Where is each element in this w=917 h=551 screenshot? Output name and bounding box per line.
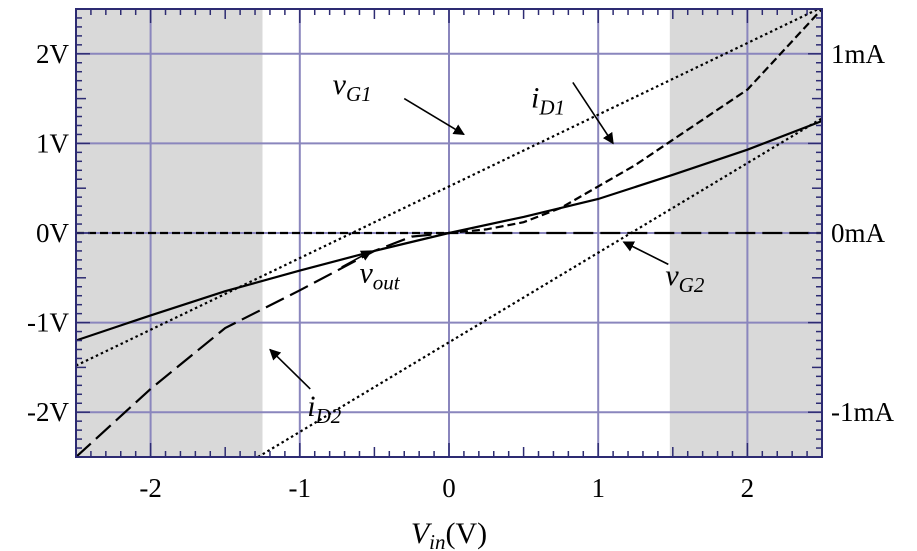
series-group <box>76 9 822 457</box>
annotation-arrow-iD1 <box>572 82 614 145</box>
y-tick-label-right: 0mA <box>831 218 886 248</box>
annotation-arrow-vG2 <box>622 241 669 266</box>
series-line-iD2 <box>76 231 822 457</box>
x-tick-label: 1 <box>591 473 605 503</box>
x-tick-label: -1 <box>289 473 312 503</box>
series-label-main: i <box>307 390 315 423</box>
x-tick-label: 0 <box>442 473 456 503</box>
x-axis-label-sub: in <box>429 530 445 551</box>
y-tick-label-right: -1mA <box>831 397 894 427</box>
series-label-main: v <box>665 259 679 292</box>
series-label-sub: D2 <box>315 404 342 428</box>
series-label-sub: G1 <box>346 82 372 106</box>
series-label-sub: D1 <box>538 96 565 120</box>
tick-labels: -2 -1 0 1 2 2V 1V 0V -1V -2V 1mA 0mA -1mA <box>27 39 894 503</box>
y-tick-label-right: 1mA <box>831 39 886 69</box>
series-label-sub: out <box>373 270 401 294</box>
series-label-iD1: iD1 <box>531 82 565 120</box>
x-tick-label: -2 <box>139 473 162 503</box>
series-label-main: v <box>333 68 347 101</box>
series-line-iD1 <box>76 9 822 235</box>
series-label-main: v <box>359 256 373 289</box>
series-label-sub: G2 <box>679 273 705 297</box>
x-axis-label: Vin(V) <box>411 517 487 551</box>
x-axis-label-unit: (V) <box>446 517 488 550</box>
annotation-arrow-vG1 <box>403 97 465 136</box>
annotation-arrow-vout <box>341 250 373 268</box>
tick-marks <box>75 8 823 458</box>
series-label-iD2: iD2 <box>307 390 342 428</box>
series-label-main: i <box>531 82 539 115</box>
x-axis-label-main: V <box>411 517 433 550</box>
annotation-arrow-iD2 <box>269 348 311 390</box>
series-label-vG2: vG2 <box>665 259 704 297</box>
y-tick-label-left: -2V <box>27 397 69 427</box>
y-tick-label-left: -1V <box>27 308 69 338</box>
series-line-vG1 <box>76 9 821 367</box>
series-label-vout: vout <box>359 256 400 294</box>
y-tick-label-left: 2V <box>36 39 70 69</box>
series-label-vG1: vG1 <box>333 68 372 106</box>
y-tick-label-left: 1V <box>36 128 70 158</box>
x-tick-label: 2 <box>741 473 755 503</box>
y-tick-label-left: 0V <box>36 218 70 248</box>
